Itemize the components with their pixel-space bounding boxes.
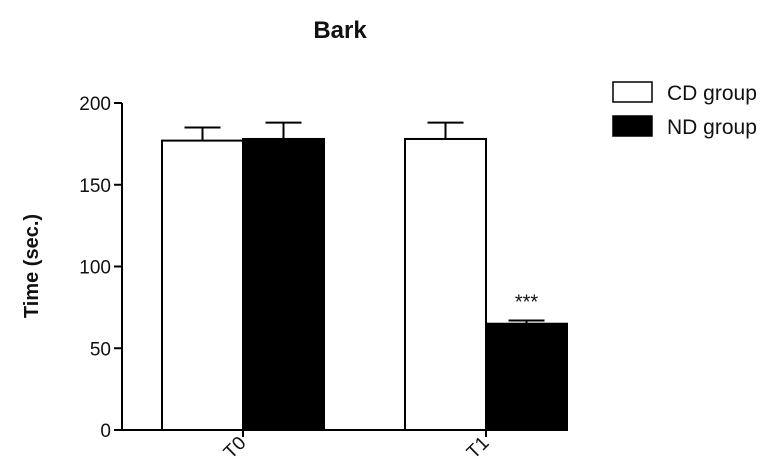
legend: CD group ND group bbox=[612, 81, 757, 139]
legend-swatch bbox=[612, 115, 653, 137]
y-axis-label: Time (sec.) bbox=[21, 214, 43, 318]
y-tick-label: 100 bbox=[79, 258, 111, 279]
legend-label: ND group bbox=[667, 116, 757, 139]
significance-marker: *** bbox=[515, 291, 539, 313]
bar-cd-group-t1 bbox=[404, 137, 487, 431]
x-tick-label: T1 bbox=[463, 433, 494, 459]
legend-label: CD group bbox=[667, 82, 757, 105]
plot-area: 0 50 100 150 200 T0 T1 *** bbox=[79, 94, 568, 459]
y-tick-label: 150 bbox=[79, 176, 111, 197]
bar-cd-group-t0 bbox=[161, 139, 244, 431]
x-tick-label: T0 bbox=[220, 433, 251, 459]
chart-title: Bark bbox=[313, 17, 367, 44]
bar-nd-group-t1 bbox=[485, 322, 568, 432]
y-tick-label: 200 bbox=[79, 94, 111, 115]
y-tick-label: 0 bbox=[100, 421, 111, 442]
bar-nd-group-t0 bbox=[242, 137, 325, 431]
legend-swatch bbox=[612, 81, 653, 103]
y-tick-label: 50 bbox=[90, 339, 111, 360]
